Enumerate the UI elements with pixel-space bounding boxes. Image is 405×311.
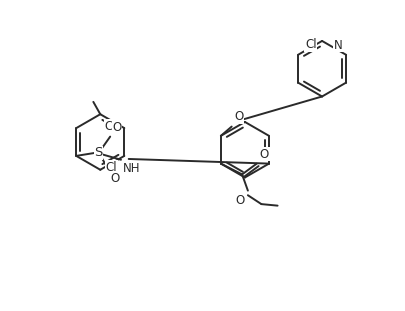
Text: Cl: Cl xyxy=(104,120,116,133)
Text: N: N xyxy=(333,39,342,52)
Text: Cl: Cl xyxy=(305,38,317,51)
Text: NH: NH xyxy=(123,162,140,175)
Text: O: O xyxy=(112,121,122,133)
Text: S: S xyxy=(94,146,103,159)
Text: O: O xyxy=(236,194,245,207)
Text: O: O xyxy=(110,172,119,185)
Text: O: O xyxy=(260,147,269,160)
Text: O: O xyxy=(234,110,243,123)
Text: Cl: Cl xyxy=(106,160,117,174)
